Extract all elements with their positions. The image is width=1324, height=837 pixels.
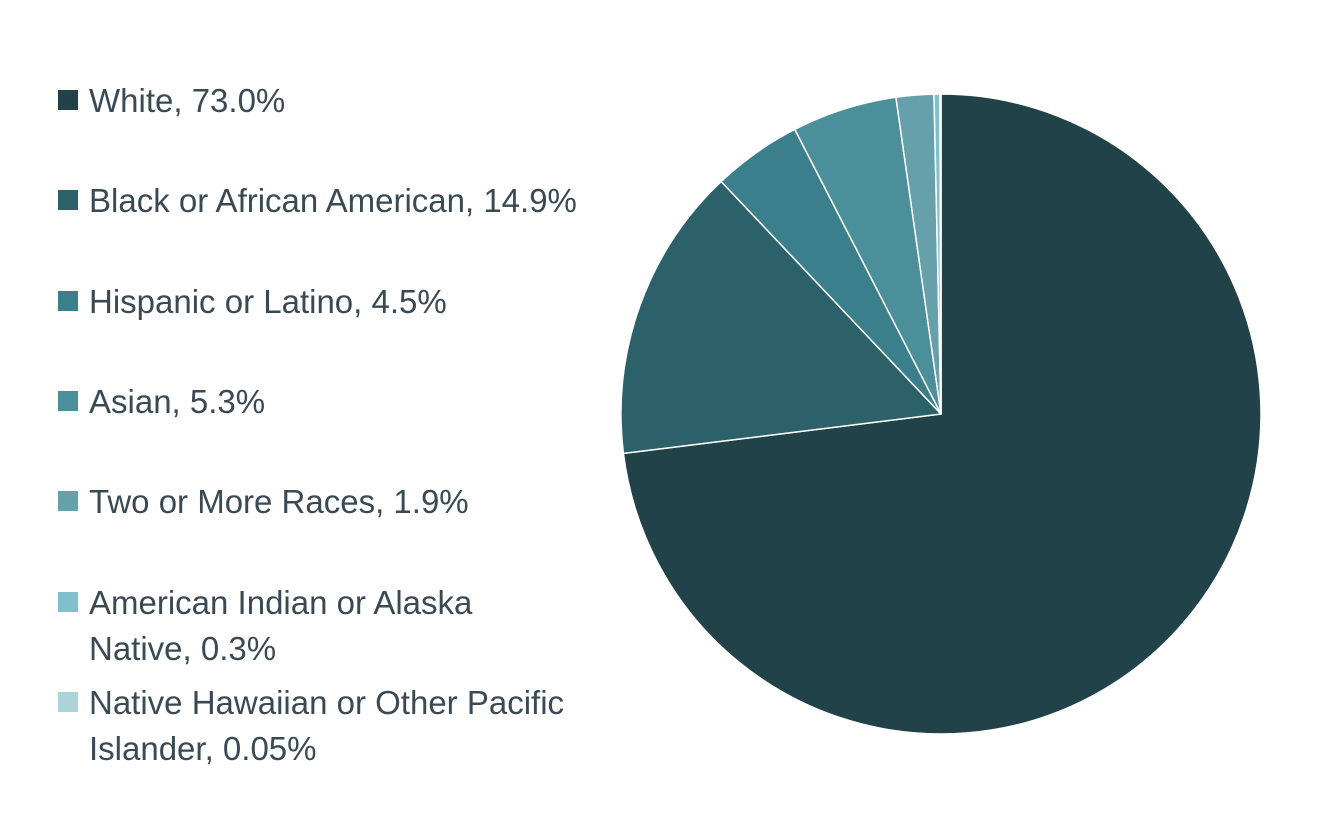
legend-label-hispanic-or-latino: Hispanic or Latino, 4.5% [89,283,447,320]
legend-swatch-native-hawaiian-or-other-pacific-islander [58,692,78,712]
legend-swatch-black-or-african-american [58,190,78,210]
legend-item-black-or-african-american: Black or African American, 14.9% [58,178,618,224]
legend-label-asian: Asian, 5.3% [89,383,266,420]
pie-slices [620,93,1262,735]
legend-item-asian: Asian, 5.3% [58,379,618,425]
legend-item-hispanic-or-latino: Hispanic or Latino, 4.5% [58,279,618,325]
legend-item-native-hawaiian-or-other-pacific-islander: Native Hawaiian or Other Pacific Islande… [58,680,618,772]
legend-item-white: White, 73.0% [58,78,618,124]
pie-slice-white [622,93,1262,735]
legend-item-two-or-more-races: Two or More Races, 1.9% [58,479,618,525]
legend-swatch-two-or-more-races [58,491,78,511]
legend-swatch-white [58,90,78,110]
legend-label-two-or-more-races: Two or More Races, 1.9% [89,483,469,520]
legend-swatch-asian [58,391,78,411]
legend-label-native-hawaiian-or-other-pacific-islander: Native Hawaiian or Other Pacific Islande… [89,684,565,767]
legend-item-american-indian-or-alaska-native: American Indian or Alaska Native, 0.3% [58,580,618,672]
legend-label-american-indian-or-alaska-native: American Indian or Alaska Native, 0.3% [89,584,473,667]
legend-swatch-american-indian-or-alaska-native [58,592,78,612]
pie-slice-native-hawaiian-or-other-pacific-islander [939,93,942,415]
legend-swatch-hispanic-or-latino [58,291,78,311]
legend-label-white: White, 73.0% [89,82,286,119]
pie-slice-black-or-african-american [620,180,942,455]
legend-label-black-or-african-american: Black or African American, 14.9% [89,182,577,219]
